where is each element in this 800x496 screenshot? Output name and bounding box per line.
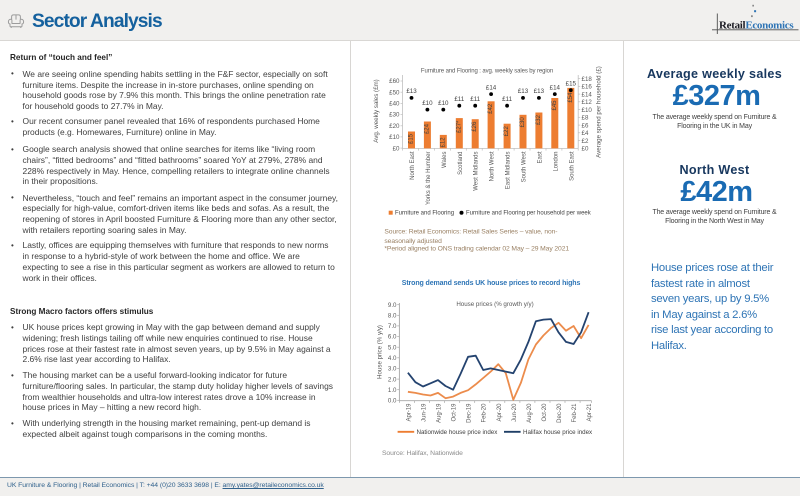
svg-text:7.0: 7.0	[388, 323, 397, 330]
svg-text:Source: Retail Economics: Reta: Source: Retail Economics: Retail Sales S…	[384, 229, 557, 236]
svg-text:£14: £14	[582, 91, 593, 98]
svg-text:£18: £18	[582, 76, 593, 83]
svg-text:East: East	[537, 151, 543, 163]
svg-text:£2: £2	[582, 138, 589, 145]
svg-text:*Period aligned to ONS trading: *Period aligned to ONS trading calendar …	[384, 246, 569, 253]
svg-text:6.0: 6.0	[388, 334, 397, 341]
svg-text:£60: £60	[389, 78, 400, 85]
svg-text:£4: £4	[582, 130, 589, 137]
svg-text:£16: £16	[582, 84, 593, 91]
svg-text:£50: £50	[389, 89, 400, 96]
svg-text:South West: South West	[522, 151, 528, 182]
svg-text:£11: £11	[502, 96, 512, 103]
svg-text:Apr-20: Apr-20	[497, 403, 503, 422]
svg-text:£0: £0	[582, 145, 589, 152]
svg-text:£30: £30	[520, 117, 526, 128]
svg-text:£42: £42	[488, 103, 494, 114]
svg-text:Apr-19: Apr-19	[406, 403, 412, 422]
svg-text:Wales: Wales	[442, 152, 448, 168]
svg-text:House price (% y/y): House price (% y/y)	[377, 325, 384, 379]
svg-text:Oct-19: Oct-19	[452, 403, 458, 422]
svg-text:Apr-21: Apr-21	[587, 403, 593, 422]
svg-text:Scotland: Scotland	[458, 152, 464, 175]
svg-text:Average spend per household (£: Average spend per household (£)	[596, 66, 603, 158]
svg-text:£11: £11	[470, 96, 480, 103]
svg-text:£13: £13	[534, 88, 545, 95]
svg-text:£40: £40	[389, 101, 400, 108]
svg-text:North West: North West	[490, 151, 496, 181]
svg-text:£12: £12	[440, 137, 446, 148]
svg-text:£10: £10	[582, 107, 593, 114]
svg-text:£8: £8	[582, 115, 589, 122]
svg-text:£13: £13	[406, 88, 417, 95]
svg-text:Furniture and Flooring: Furniture and Flooring	[395, 211, 454, 217]
svg-text:4.0: 4.0	[388, 355, 397, 362]
svg-text:£13: £13	[518, 88, 529, 95]
svg-text:Furniture and Flooring : avg.: Furniture and Flooring : avg. weekly sal…	[421, 69, 553, 75]
svg-text:£22: £22	[504, 126, 510, 137]
svg-text:£30: £30	[389, 112, 400, 119]
svg-text:House prices (% growth y/y): House prices (% growth y/y)	[456, 301, 533, 308]
svg-text:Halifax house price index: Halifax house price index	[523, 429, 593, 436]
svg-text:Dec-20: Dec-20	[557, 403, 563, 423]
svg-text:Jun-19: Jun-19	[422, 403, 428, 422]
svg-text:RetailEconomics: RetailEconomics	[719, 19, 794, 31]
svg-text:£6: £6	[582, 122, 589, 129]
svg-text:Source: Halifax, Nationwide: Source: Halifax, Nationwide	[382, 450, 463, 457]
svg-text:Nationwide house price index: Nationwide house price index	[417, 429, 499, 436]
svg-text:£27*: £27*	[456, 120, 462, 133]
svg-text:Jun-20: Jun-20	[512, 403, 518, 422]
svg-text:Feb-20: Feb-20	[482, 403, 488, 423]
svg-text:£32: £32	[536, 114, 542, 125]
svg-text:seasonally adjusted: seasonally adjusted	[384, 238, 442, 245]
svg-text:North East: North East	[410, 151, 416, 180]
svg-text:5.0: 5.0	[388, 344, 397, 351]
svg-text:Feb-21: Feb-21	[572, 403, 578, 423]
svg-text:Oct-20: Oct-20	[542, 403, 548, 422]
svg-text:2.0: 2.0	[388, 376, 397, 383]
svg-text:£12: £12	[582, 99, 593, 106]
svg-text:£11: £11	[454, 96, 464, 103]
svg-text:£10: £10	[389, 134, 400, 141]
svg-text:Yorks & the Humber: Yorks & the Humber	[426, 152, 432, 205]
svg-text:3.0: 3.0	[388, 366, 397, 373]
svg-text:£10: £10	[438, 100, 449, 107]
svg-text:West Midlands: West Midlands	[474, 152, 480, 191]
svg-text:8.0: 8.0	[388, 313, 397, 320]
svg-text:£15: £15	[409, 133, 415, 144]
svg-text:£45: £45	[552, 100, 558, 111]
svg-text:£15: £15	[566, 81, 577, 88]
svg-text:Dec-19: Dec-19	[467, 403, 473, 423]
svg-text:Aug-19: Aug-19	[437, 403, 443, 423]
svg-text:£24: £24	[424, 123, 430, 134]
svg-text:Strong demand sends UK house p: Strong demand sends UK house prices to r…	[402, 280, 581, 287]
svg-text:9.0: 9.0	[388, 302, 397, 309]
svg-text:1.0: 1.0	[388, 387, 397, 394]
svg-text:£26: £26	[472, 121, 478, 132]
svg-text:Avg. weekly sales (£m): Avg. weekly sales (£m)	[373, 79, 380, 143]
svg-text:£0: £0	[393, 145, 400, 152]
svg-text:London: London	[553, 152, 559, 172]
svg-text:£20: £20	[389, 123, 400, 130]
svg-text:£14: £14	[550, 84, 561, 91]
svg-text:0.0: 0.0	[388, 398, 397, 405]
svg-text:Furniture and Flooring per hou: Furniture and Flooring per household per…	[466, 211, 592, 217]
svg-text:£10: £10	[422, 100, 433, 107]
svg-text:South East: South East	[569, 151, 575, 181]
svg-text:£54: £54	[568, 92, 574, 103]
svg-text:Aug-20: Aug-20	[527, 403, 533, 423]
svg-text:East Midlands: East Midlands	[506, 151, 512, 189]
svg-text:£14: £14	[486, 84, 497, 91]
